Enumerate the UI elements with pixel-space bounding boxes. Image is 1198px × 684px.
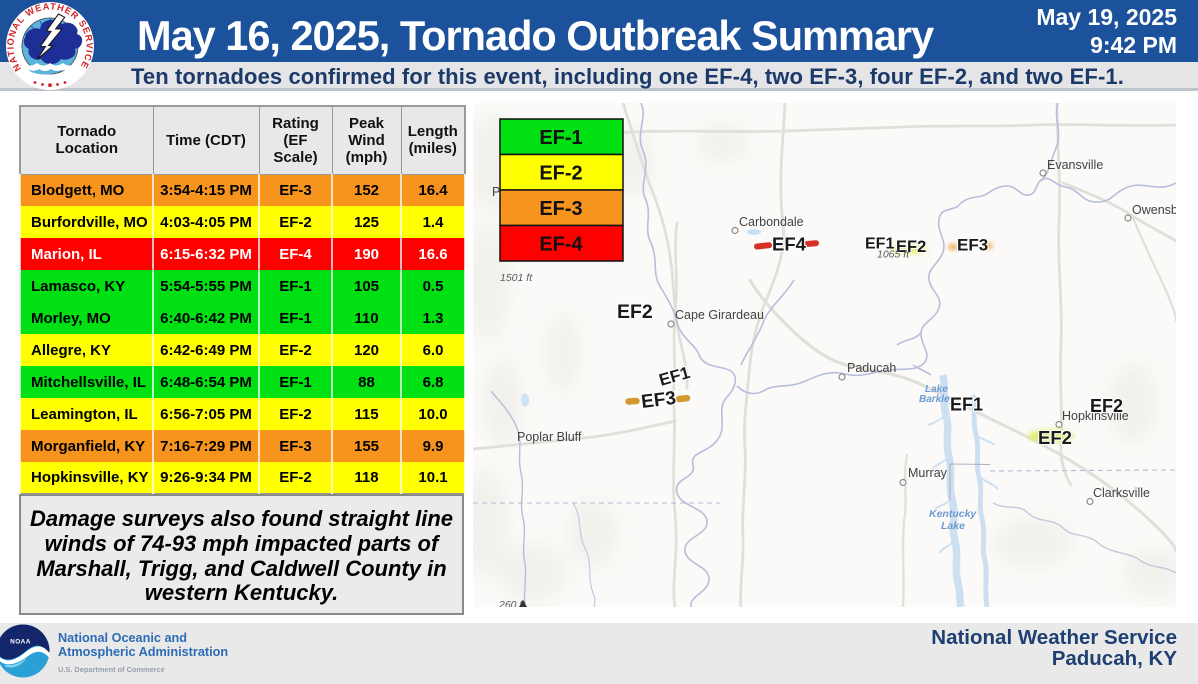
svg-text:EF4: EF4: [772, 234, 807, 255]
svg-text:Murray: Murray: [908, 466, 948, 480]
svg-text:EF-4: EF-4: [539, 234, 583, 256]
svg-text:Poplar Bluff: Poplar Bluff: [517, 430, 582, 444]
svg-text:Kentucky: Kentucky: [929, 508, 977, 520]
svg-text:EF2: EF2: [896, 238, 926, 256]
svg-text:1501 ft: 1501 ft: [500, 272, 533, 284]
svg-text:EF3: EF3: [640, 388, 677, 413]
svg-text:P: P: [492, 185, 500, 199]
svg-text:EF1: EF1: [950, 395, 983, 415]
svg-text:EF2: EF2: [1090, 396, 1123, 416]
svg-text:Lake: Lake: [941, 520, 965, 532]
svg-text:EF2: EF2: [1038, 427, 1072, 448]
svg-text:EF3: EF3: [957, 236, 988, 255]
svg-text:Hopkinsville: Hopkinsville: [1062, 409, 1129, 423]
svg-text:Paducah: Paducah: [847, 361, 896, 375]
svg-text:260 ft: 260 ft: [498, 599, 526, 607]
svg-text:EF-2: EF-2: [539, 163, 582, 185]
svg-text:Evansville: Evansville: [1047, 158, 1103, 172]
svg-text:EF1: EF1: [865, 236, 894, 253]
svg-text:Carbondale: Carbondale: [739, 215, 804, 229]
svg-text:Lake: Lake: [925, 384, 948, 395]
svg-text:Barkley: Barkley: [919, 394, 956, 405]
svg-text:EF-3: EF-3: [539, 198, 582, 220]
svg-text:Owensboro: Owensboro: [1132, 203, 1176, 217]
svg-text:NOAA: NOAA: [10, 639, 31, 646]
svg-text:Cape Girardeau: Cape Girardeau: [675, 308, 764, 322]
svg-text:1065 ft: 1065 ft: [877, 249, 910, 261]
svg-text:Clarksville: Clarksville: [1093, 486, 1150, 500]
svg-text:EF2: EF2: [617, 301, 653, 323]
svg-text:EF-1: EF-1: [539, 127, 582, 149]
